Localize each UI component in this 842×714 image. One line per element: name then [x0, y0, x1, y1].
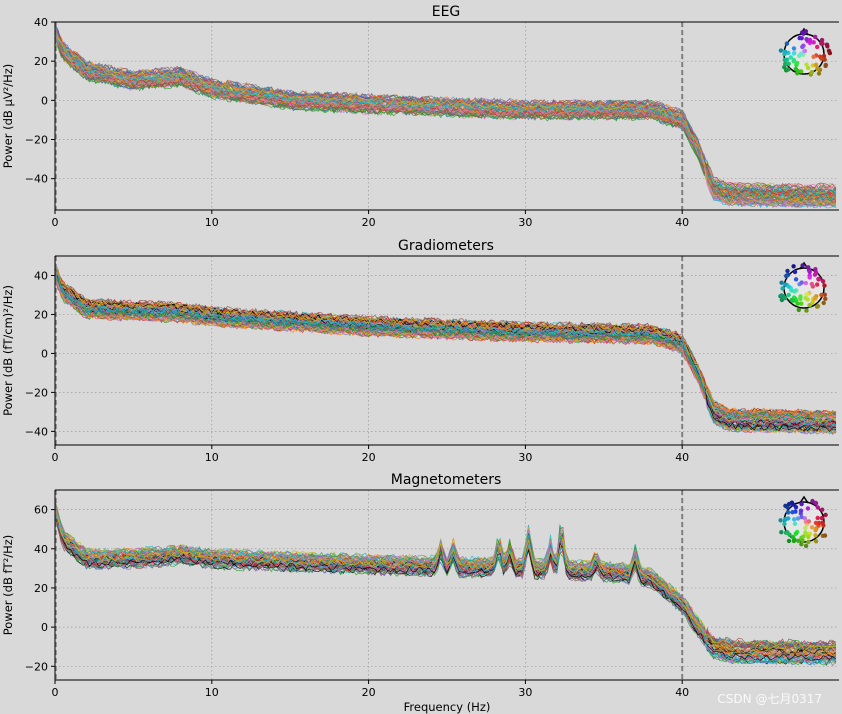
x-tick-label: 0 [52, 686, 59, 699]
series-line-channel-53 [55, 25, 837, 202]
x-tick-label: 10 [205, 216, 219, 229]
series-line-channel-80 [55, 265, 836, 424]
x-tick-label: 30 [518, 686, 532, 699]
x-tick-label: 10 [205, 686, 219, 699]
series-line-channel-78 [55, 268, 836, 426]
x-tick-label: 40 [675, 451, 689, 464]
y-tick-label: 20 [34, 582, 48, 595]
y-tick-label: 0 [41, 94, 48, 107]
panel-title: EEG [432, 4, 461, 20]
series-line-channel-79 [55, 264, 836, 416]
x-tick-label: 20 [362, 686, 376, 699]
panel-eeg: 0 10 20 30 40 40 20 0 −20 −40 EEG Power (dB µV²/Hz) [1, 4, 839, 229]
panel-title: Magnetometers [391, 472, 502, 488]
traces-gradiometers [55, 261, 837, 436]
x-axis-label: Frequency (Hz) [404, 700, 491, 714]
y-tick-label: −20 [25, 660, 48, 673]
x-tick-label: 30 [518, 216, 532, 229]
panels: 0 10 20 30 40 40 20 0 −20 −40 EEG Power (dB µV²/Hz)… [1, 4, 839, 699]
y-tick-label: 40 [34, 16, 48, 29]
x-tick-label: 40 [675, 686, 689, 699]
series-line-channel-56 [55, 513, 837, 647]
traces-magnetometers [55, 499, 837, 667]
panel-magnetometers: 0 10 20 30 40 60 40 20 0 −20 Magnetometers Power (d… [1, 472, 839, 699]
sensor-layout-icon [778, 261, 828, 313]
y-tick-label: −20 [25, 386, 48, 399]
x-tick-label: 40 [675, 216, 689, 229]
x-tick-label: 20 [362, 451, 376, 464]
traces-eeg [55, 22, 837, 209]
y-tick-label: −40 [25, 425, 48, 438]
y-tick-label: 0 [41, 347, 48, 360]
x-tick-label: 20 [362, 216, 376, 229]
x-tick-label: 30 [518, 451, 532, 464]
y-tick-label: −20 [25, 134, 48, 147]
sensor-layout-icon [778, 27, 833, 77]
panel-gradiometers: 0 10 20 30 40 40 20 0 −20 −40 Gradiometers Power (d… [1, 238, 839, 464]
panel-title: Gradiometers [398, 238, 494, 254]
y-tick-label: 40 [34, 269, 48, 282]
y-axis-label: Power (dB fT²/Hz) [1, 535, 15, 636]
y-axis-label: Power (dB µV²/Hz) [1, 64, 15, 169]
y-tick-label: 20 [34, 308, 48, 321]
series-line-channel-74 [55, 267, 837, 434]
x-tick-label: 10 [205, 451, 219, 464]
y-axis-label: Power (dB (fT/cm)²/Hz) [1, 285, 15, 416]
series-line-channel-59 [55, 508, 837, 666]
y-tick-label: 0 [41, 621, 48, 634]
x-tick-label: 0 [52, 451, 59, 464]
watermark: CSDN @七月0317 [717, 692, 822, 706]
y-tick-label: 60 [34, 504, 48, 517]
series-line-channel-60 [55, 512, 837, 648]
series-line-channel-57 [55, 512, 837, 664]
y-tick-label: 40 [34, 543, 48, 556]
y-tick-label: −40 [25, 173, 48, 186]
sensor-layout-icon [778, 495, 828, 549]
y-tick-label: 20 [34, 55, 48, 68]
series-line-channel-60 [55, 38, 837, 198]
x-tick-label: 0 [52, 216, 59, 229]
